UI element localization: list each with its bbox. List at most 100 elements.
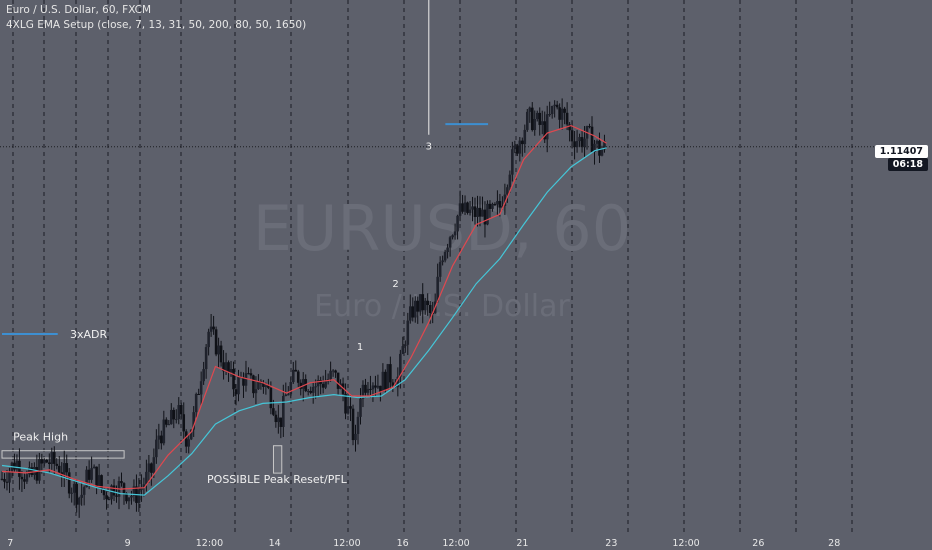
x-tick-label: 23 [605, 538, 617, 549]
candle-body [132, 486, 136, 496]
candle-body [282, 396, 285, 427]
axis-background [0, 532, 932, 550]
candle-body [491, 203, 494, 209]
candle-body [122, 483, 126, 494]
candle-body [90, 468, 93, 480]
candle-body [197, 393, 200, 395]
candle-body [543, 121, 547, 140]
candle-body [194, 393, 198, 413]
candle-body [311, 386, 315, 393]
candle-body [461, 203, 464, 212]
candle-body [296, 371, 300, 383]
candle-body [578, 137, 581, 142]
candle-body [234, 389, 238, 395]
candle-body [257, 381, 260, 390]
candle-body [590, 126, 594, 152]
candle-body [481, 209, 484, 217]
candle-body [18, 460, 21, 477]
candle-body [463, 202, 467, 212]
candle-body [167, 424, 171, 426]
candle-body [23, 479, 26, 482]
candle-body [38, 459, 41, 481]
countdown-badge: 06:18 [887, 158, 928, 171]
candle-body [35, 466, 39, 481]
last-price-badge: 1.11407 [874, 145, 928, 158]
candle-body [249, 373, 253, 376]
annotation-label: 3 [426, 142, 432, 153]
candle-body [488, 203, 492, 209]
candle-body [575, 141, 579, 148]
candle-body [309, 390, 312, 393]
candle-body [386, 364, 390, 390]
annotation-label: 3xADR [70, 328, 108, 341]
candle-body [364, 384, 367, 393]
candle-body [272, 408, 275, 415]
candle-body [110, 485, 113, 500]
candle-body [501, 205, 504, 208]
candle-body [371, 385, 375, 390]
candle-body [82, 487, 86, 495]
candle-body [13, 462, 16, 470]
candle-body [573, 141, 576, 148]
annotation-label: Peak High [13, 431, 68, 444]
candle-body [107, 499, 111, 501]
candle-body [289, 382, 293, 395]
x-tick-label: 16 [397, 538, 409, 549]
candle-body [528, 107, 532, 112]
x-tick-label: 26 [752, 538, 764, 549]
candle-body [50, 452, 54, 464]
candle-body [334, 370, 337, 373]
candle-body [588, 126, 591, 128]
candle-body [207, 331, 210, 348]
candle-body [473, 206, 477, 217]
candle-body [57, 465, 61, 473]
candle-body [147, 463, 151, 472]
indicator-legend[interactable]: 4XLG EMA Setup (close, 7, 13, 31, 50, 20… [6, 19, 307, 31]
candle-body [563, 108, 566, 113]
candle-body [277, 417, 280, 423]
ema-fast-line [1, 124, 607, 490]
candle-body [421, 294, 425, 311]
x-tick-label: 28 [828, 538, 840, 549]
candle-body [513, 145, 517, 150]
annotations: Peak High POSSIBLE Peak Reset/PFL 1 2 3 3xADR [13, 142, 432, 486]
candle-body [553, 104, 556, 106]
candle-body [565, 112, 569, 125]
x-tick-label: 12:00 [196, 538, 223, 549]
candle-body [224, 362, 228, 372]
candle-body [316, 380, 320, 387]
candle-body [247, 373, 250, 375]
candle-body [202, 369, 205, 382]
candle-body [471, 206, 474, 210]
candle-body [174, 419, 178, 421]
candle-body [416, 300, 420, 312]
time-axis: 7 9 12:00 14 12:00 16 12:00 21 23 12:00 26 28 [0, 532, 932, 550]
candle-body [351, 408, 355, 441]
candle-body [314, 386, 317, 388]
candle-body [212, 326, 215, 330]
candle-body [291, 369, 295, 383]
candle-body [476, 207, 479, 217]
candle-body [40, 459, 44, 464]
candle-body [72, 483, 76, 493]
candle-body [458, 203, 462, 216]
candle-body [516, 145, 519, 154]
candle-body [498, 201, 502, 208]
candle-body [152, 457, 156, 473]
candle-body [530, 107, 534, 131]
watermark-symbol: EURUSD, 60 [253, 192, 631, 265]
candle-body [451, 235, 454, 238]
candle-body [15, 460, 19, 470]
candle-body [177, 405, 181, 420]
candle-body [165, 419, 168, 425]
candle-body [33, 466, 36, 476]
candle-body [8, 471, 11, 483]
candle-body [540, 121, 544, 125]
candle-body [20, 476, 24, 480]
candle-body [468, 209, 472, 213]
candle-body [558, 107, 561, 120]
candle-body [70, 492, 74, 494]
candle-body [548, 114, 551, 116]
candle-body [391, 382, 395, 386]
